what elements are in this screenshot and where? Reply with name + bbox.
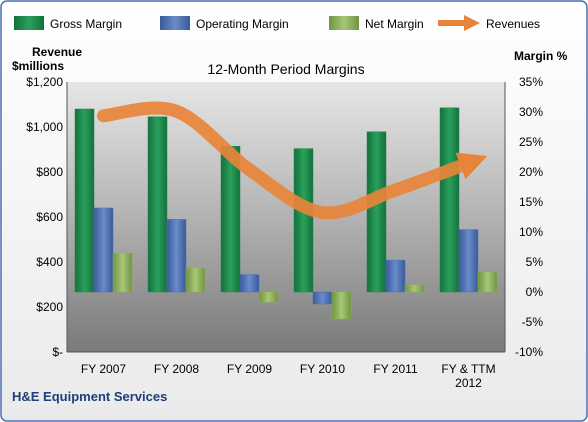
legend-revenues: Revenues: [438, 15, 540, 31]
right-tick-label: 35%: [519, 75, 543, 89]
left-tick-label: $1,000: [26, 120, 63, 134]
gross-margin-bar: [147, 116, 168, 293]
gross-margin-bar: [439, 107, 460, 293]
right-tick-labels: 35% 30% 25% 20% 15% 10% 5% 0% -5% -10%: [515, 75, 543, 359]
legend-gross-margin-label: Gross Margin: [50, 17, 122, 31]
revenue-line-path: [97, 101, 488, 220]
legend-gross-margin: Gross Margin: [14, 16, 122, 31]
operating-margin-bar: [312, 291, 333, 305]
net-margin-bar: [404, 284, 425, 293]
category-label: FY 2011: [373, 362, 418, 376]
operating-margin-bar: [166, 219, 187, 293]
left-tick-label: $-: [52, 345, 63, 359]
net-margin-bar: [477, 271, 498, 293]
legend-operating-margin: Operating Margin: [160, 16, 289, 31]
net-margin-bar: [112, 252, 133, 293]
left-tick-label: $200: [36, 300, 63, 314]
left-tick-label: $1,200: [26, 75, 63, 89]
legend-operating-margin-label: Operating Margin: [196, 17, 289, 31]
legend-net-margin-label: Net Margin: [365, 17, 424, 31]
operating-margin-bar: [93, 207, 114, 293]
net-margin-bar: [185, 267, 206, 293]
right-tick-label: 10%: [519, 225, 543, 239]
plot-area: [67, 82, 505, 352]
legend-revenues-label: Revenues: [486, 17, 540, 31]
net-margin-bar: [258, 291, 279, 303]
category-labels: FY 2007 FY 2008 FY 2009 FY 2010 FY 2011 FY & …: [81, 362, 496, 390]
left-tick-label: $600: [36, 210, 63, 224]
category-label: FY 2008: [154, 362, 199, 376]
right-tick-label: -10%: [515, 345, 543, 359]
operating-margin-bar: [385, 259, 406, 293]
legend: Gross Margin Operating Margin Net Margin Re…: [14, 15, 540, 31]
revenue-line: [97, 101, 488, 220]
gross-margin-bar: [293, 148, 314, 293]
category-label: FY & TTM: [441, 362, 495, 376]
gross-margin-bar: [74, 108, 95, 293]
right-axis-label: Margin %: [514, 49, 568, 63]
legend-operating-margin-swatch: [160, 16, 190, 30]
net-margin-bar: [331, 291, 352, 320]
category-label: 2012: [455, 376, 482, 390]
left-tick-label: $800: [36, 165, 63, 179]
left-axis-label-line1: Revenue: [32, 45, 82, 59]
left-axis-label-line2: $millions: [12, 59, 64, 73]
category-label: FY 2007: [81, 362, 126, 376]
gross-margin-bar: [366, 131, 387, 293]
legend-gross-margin-swatch: [14, 16, 44, 30]
category-label: FY 2009: [227, 362, 272, 376]
right-tick-label: 0%: [526, 285, 544, 299]
legend-net-margin: Net Margin: [329, 16, 424, 31]
right-tick-label: 25%: [519, 135, 543, 149]
right-tick-label: 15%: [519, 195, 543, 209]
legend-net-margin-swatch: [329, 16, 359, 30]
chart-title: 12-Month Period Margins: [207, 61, 364, 77]
bar-series: [74, 107, 498, 320]
legend-revenues-arrowhead: [464, 15, 480, 31]
operating-margin-bar: [458, 229, 479, 293]
left-tick-label: $400: [36, 255, 63, 269]
category-label: FY 2010: [300, 362, 345, 376]
company-name: H&E Equipment Services: [12, 389, 167, 404]
right-tick-label: 30%: [519, 105, 543, 119]
right-tick-label: -5%: [522, 315, 544, 329]
right-tick-label: 5%: [526, 255, 544, 269]
left-tick-labels: $1,200 $1,000 $800 $600 $400 $200 $-: [26, 75, 63, 359]
operating-margin-bar: [239, 274, 260, 293]
right-tick-label: 20%: [519, 165, 543, 179]
